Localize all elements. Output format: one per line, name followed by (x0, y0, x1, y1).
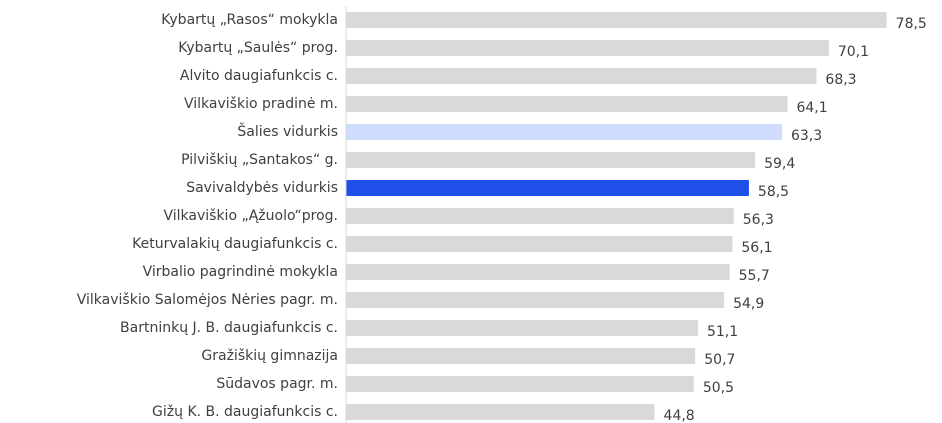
value-label: 56,1 (741, 240, 772, 256)
value-label: 50,7 (704, 352, 735, 368)
category-label: Šalies vidurkis (237, 122, 338, 140)
value-label: 44,8 (664, 408, 695, 423)
bar (346, 292, 725, 308)
value-label: 59,4 (764, 156, 795, 172)
bar (346, 180, 749, 196)
category-label: Keturvalakių daugiafunkcis c. (132, 236, 338, 252)
bar (346, 152, 756, 168)
category-label: Vilkaviškio „Ąžuolo“prog. (163, 208, 338, 224)
value-label: 63,3 (791, 128, 822, 144)
category-label: Savivaldybės vidurkis (186, 180, 338, 196)
value-label: 78,5 (896, 16, 927, 32)
bar (346, 320, 698, 336)
value-label: 68,3 (825, 72, 856, 88)
category-label: Gražiškių gimnazija (201, 348, 338, 364)
category-label: Vilkaviškio Salomėjos Nėries pagr. m. (77, 292, 338, 308)
bar (346, 68, 817, 84)
bar (346, 236, 733, 252)
bar (346, 96, 788, 112)
value-label: 51,1 (707, 324, 738, 340)
bar (346, 40, 829, 56)
category-label: Kybartų „Rasos“ mokykla (161, 12, 338, 28)
bar (346, 264, 730, 280)
value-label: 58,5 (758, 184, 789, 200)
value-label: 54,9 (733, 296, 764, 312)
category-label: Gižų K. B. daugiafunkcis c. (152, 404, 338, 420)
category-label: Virbalio pagrindinė mokykla (143, 264, 338, 280)
value-label: 56,3 (743, 212, 774, 228)
value-label: 55,7 (739, 268, 770, 284)
value-label: 50,5 (703, 380, 734, 396)
bar (346, 208, 734, 224)
value-label: 64,1 (796, 100, 827, 116)
category-label: Pilviškių „Santakos“ g. (181, 152, 338, 168)
bar (346, 404, 655, 420)
category-label: Kybartų „Saulės“ prog. (178, 40, 338, 56)
bar (346, 348, 696, 364)
bar (346, 12, 887, 28)
category-label: Bartninkų J. B. daugiafunkcis c. (120, 320, 338, 336)
bar (346, 124, 782, 140)
bar (346, 376, 694, 392)
category-label: Alvito daugiafunkcis c. (180, 68, 338, 84)
category-label: Sūdavos pagr. m. (216, 376, 338, 392)
category-label: Vilkaviškio pradinė m. (184, 96, 338, 112)
value-label: 70,1 (838, 44, 869, 60)
